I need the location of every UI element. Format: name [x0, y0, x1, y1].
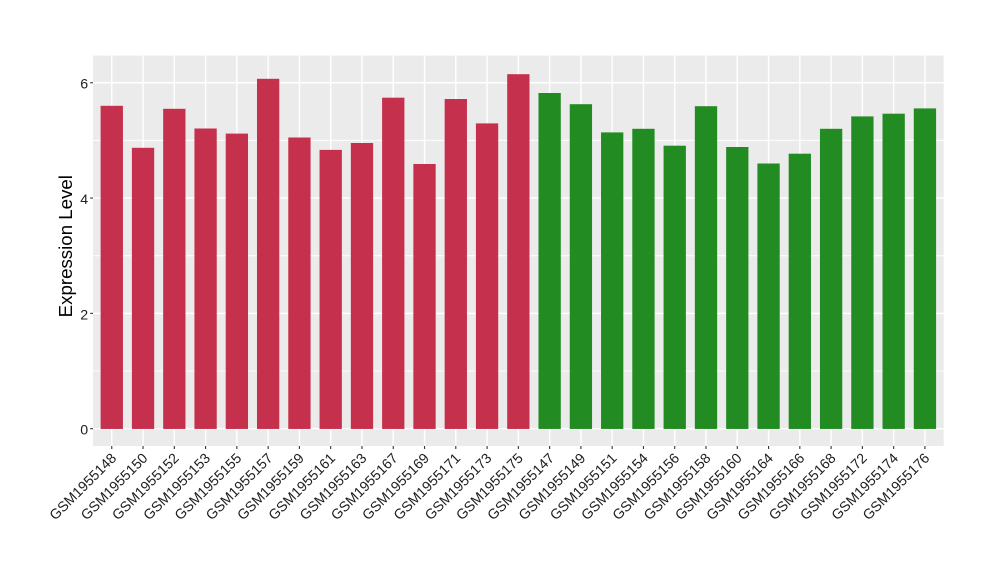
svg-text:0: 0	[80, 423, 88, 439]
svg-text:Expression Level: Expression Level	[55, 175, 76, 317]
svg-text:4: 4	[80, 192, 88, 208]
svg-text:6: 6	[80, 77, 88, 93]
svg-text:2: 2	[80, 307, 88, 323]
